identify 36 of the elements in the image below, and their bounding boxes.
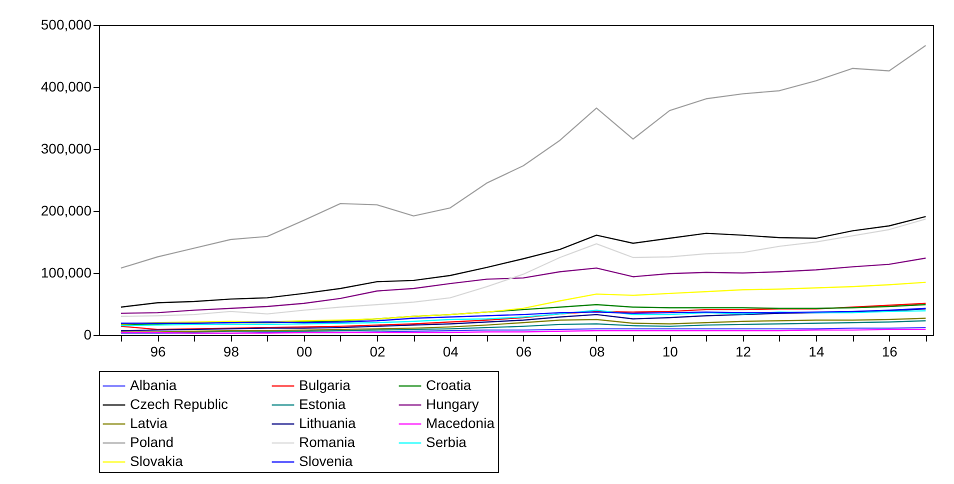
- legend-label: Serbia: [426, 434, 467, 450]
- legend-label: Croatia: [426, 377, 472, 393]
- line-series: [120, 308, 926, 332]
- legend-label: Macedonia: [426, 415, 495, 431]
- x-tick-label: 02: [370, 344, 386, 360]
- x-tick-label: 96: [150, 344, 166, 360]
- legend-label: Estonia: [299, 396, 346, 412]
- x-tick-label: 10: [662, 344, 678, 360]
- x-tick-label: 16: [882, 344, 898, 360]
- legend-label: Slovenia: [299, 453, 353, 469]
- legend-label: Poland: [130, 434, 174, 450]
- legend-label: Lithuania: [299, 415, 356, 431]
- y-tick-label: 100,000: [40, 264, 92, 280]
- line-series: [120, 302, 926, 330]
- y-tick-label: 300,000: [40, 140, 92, 156]
- legend-label: Slovakia: [130, 453, 184, 469]
- y-tick-label: 0: [84, 326, 92, 342]
- x-tick-label: 98: [223, 344, 240, 360]
- line-series: [120, 258, 926, 314]
- legend-label: Hungary: [426, 396, 479, 412]
- legend-label: Albania: [130, 377, 177, 393]
- legend-label: Latvia: [130, 415, 168, 431]
- y-tick-label: 400,000: [40, 78, 92, 94]
- y-tick-label: 200,000: [40, 202, 92, 218]
- line-series: [120, 44, 926, 269]
- legend-label: Romania: [299, 434, 356, 450]
- x-tick-label: 00: [296, 344, 312, 360]
- x-tick-label: 06: [516, 344, 532, 360]
- x-tick-label: 14: [808, 344, 824, 360]
- legend-label: Czech Republic: [130, 396, 228, 412]
- x-tick-label: 08: [589, 344, 605, 360]
- x-tick-label: 12: [736, 344, 752, 360]
- line-series: [120, 282, 926, 324]
- y-tick-label: 500,000: [40, 16, 92, 32]
- x-tick-label: 04: [442, 344, 459, 360]
- legend-label: Bulgaria: [299, 377, 351, 393]
